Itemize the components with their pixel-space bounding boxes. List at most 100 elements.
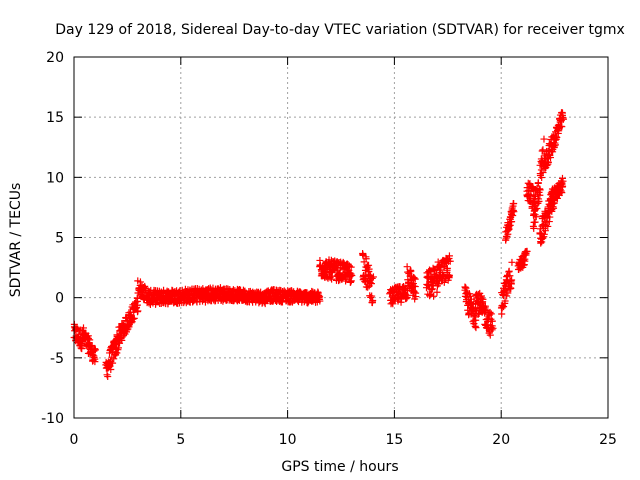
- data-point: [446, 257, 454, 265]
- data-point: [347, 278, 355, 286]
- data-point: [103, 371, 111, 379]
- data-point: [500, 303, 508, 311]
- data-point: [506, 221, 514, 229]
- y-tick-label: -10: [41, 411, 64, 427]
- data-point: [365, 265, 373, 273]
- data-point: [486, 331, 494, 339]
- data-point: [533, 205, 541, 213]
- data-point: [508, 276, 516, 284]
- data-point: [118, 336, 126, 344]
- data-point: [412, 289, 420, 297]
- data-point: [535, 197, 543, 205]
- data-point: [366, 279, 374, 287]
- data-point: [437, 266, 445, 274]
- data-point: [553, 133, 561, 141]
- data-point: [129, 315, 137, 323]
- data-point: [134, 307, 142, 315]
- data-point: [558, 123, 566, 131]
- data-point: [110, 355, 118, 363]
- data-point: [411, 275, 419, 283]
- data-point: [544, 158, 552, 166]
- data-point: [498, 310, 506, 318]
- data-point: [472, 316, 480, 324]
- data-point: [364, 283, 372, 291]
- data-point: [501, 297, 509, 305]
- x-tick-label: 20: [492, 432, 510, 448]
- data-point: [410, 274, 418, 282]
- data-point: [411, 283, 419, 291]
- data-point: [368, 298, 376, 306]
- data-point: [369, 273, 377, 281]
- data-point: [406, 268, 414, 276]
- y-tick-label: 10: [46, 170, 64, 186]
- data-point: [534, 179, 542, 187]
- data-point: [445, 272, 453, 280]
- data-point: [368, 274, 376, 282]
- data-point: [430, 292, 438, 300]
- data-point: [368, 292, 376, 300]
- data-point: [127, 319, 135, 327]
- data-point: [508, 218, 516, 226]
- y-axis-label: SDTVAR / TECUs: [8, 183, 24, 298]
- data-point: [538, 174, 546, 182]
- data-point: [539, 234, 547, 242]
- data-point: [467, 295, 475, 303]
- data-point: [510, 208, 518, 216]
- data-point: [316, 297, 324, 305]
- x-tick-label: 0: [70, 432, 79, 448]
- data-point: [527, 191, 535, 199]
- x-tick-label: 5: [176, 432, 185, 448]
- data-point: [488, 317, 496, 325]
- data-point: [160, 286, 168, 294]
- data-point: [543, 162, 551, 170]
- data-point: [347, 263, 355, 271]
- data-point: [472, 305, 480, 313]
- y-tick-label: 15: [46, 110, 64, 126]
- x-axis-label: GPS time / hours: [281, 459, 398, 475]
- data-point: [445, 252, 453, 260]
- data-point: [90, 352, 98, 360]
- data-point: [136, 278, 144, 286]
- data-point: [347, 270, 355, 278]
- data-point: [532, 213, 540, 221]
- data-point: [348, 272, 356, 280]
- data-point: [479, 295, 487, 303]
- data-point: [505, 267, 513, 275]
- data-point: [477, 292, 485, 300]
- data-point: [523, 247, 531, 255]
- data-point: [530, 224, 538, 232]
- data-point: [489, 324, 497, 332]
- data-points: [70, 108, 567, 381]
- data-point: [505, 226, 513, 234]
- data-point: [504, 289, 512, 297]
- y-tick-label: 0: [55, 291, 64, 307]
- data-point: [547, 154, 555, 162]
- data-point: [362, 255, 370, 263]
- data-point: [84, 335, 92, 343]
- data-point: [91, 358, 99, 366]
- data-point: [114, 344, 122, 352]
- data-point: [487, 310, 495, 318]
- data-point: [559, 115, 567, 123]
- data-point: [130, 314, 138, 322]
- data-point: [474, 310, 482, 318]
- data-point: [539, 169, 547, 177]
- data-point: [80, 324, 88, 332]
- data-point: [559, 177, 567, 185]
- data-point: [440, 278, 448, 286]
- data-point: [433, 288, 441, 296]
- x-tick-label: 15: [385, 432, 403, 448]
- data-point: [91, 345, 99, 353]
- data-point: [471, 322, 479, 330]
- data-point: [472, 324, 480, 332]
- data-point: [510, 200, 518, 208]
- data-point: [544, 222, 552, 230]
- tick-labels: 0 5 10 15 20 25 -10 -5 0 5 10 15 20: [41, 50, 617, 448]
- data-point: [503, 292, 511, 300]
- data-point: [428, 286, 436, 294]
- data-point: [107, 366, 115, 374]
- data-point: [542, 219, 550, 227]
- data-point: [113, 349, 121, 357]
